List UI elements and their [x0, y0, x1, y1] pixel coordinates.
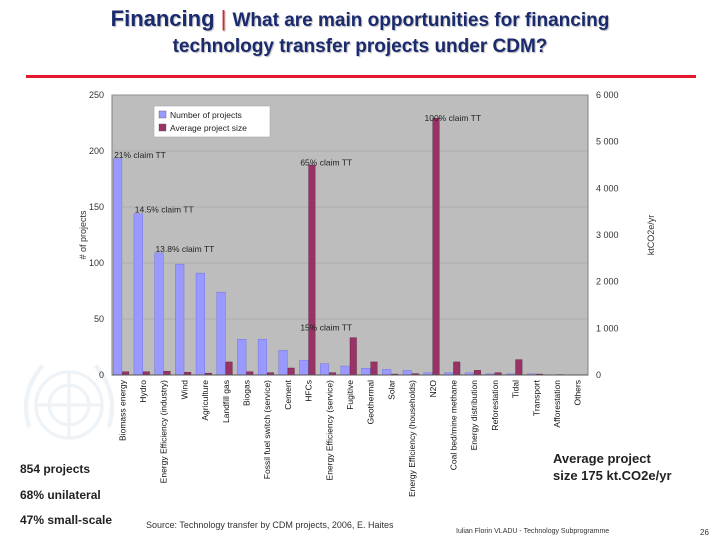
legend-label: Number of projects — [170, 110, 242, 120]
y2-axis-label: ktCO2e/yr — [646, 215, 656, 256]
y-tick-label: 250 — [89, 90, 104, 100]
bar-number-of-projects — [278, 350, 288, 376]
x-tick-label: Cement — [283, 379, 293, 409]
x-tick-label: Energy distribution — [469, 380, 479, 451]
title-separator: | — [220, 6, 227, 31]
y-tick-label: 50 — [94, 314, 104, 324]
annotation-label: 13.8% claim TT — [155, 244, 214, 254]
y-tick-label: 150 — [89, 202, 104, 212]
average-project-size: Average project size 175 kt.CO2e/yr — [553, 450, 672, 484]
x-tick-label: Others — [573, 380, 583, 406]
x-tick-label: Tidal — [511, 380, 521, 398]
bar-number-of-projects — [133, 213, 143, 376]
title-rule — [26, 75, 696, 78]
x-tick-label: Agriculture — [200, 380, 210, 421]
stat-small-scale: 47% small-scale — [20, 513, 113, 527]
bar-number-of-projects — [175, 263, 185, 376]
bar-number-of-projects — [340, 365, 350, 376]
un-emblem-watermark — [23, 363, 115, 440]
annotation-label: 21% claim TT — [114, 150, 166, 160]
x-tick-label: Afforestation — [552, 380, 562, 428]
source-note: Source: Technology transfer by CDM proje… — [146, 520, 394, 530]
x-tick-label: Wind — [179, 380, 189, 400]
bar-number-of-projects — [299, 360, 309, 376]
bar-average-project-size — [432, 118, 440, 376]
bar-number-of-projects — [154, 252, 164, 376]
x-tick-label: Fugitive — [345, 380, 355, 410]
bar-number-of-projects — [113, 158, 123, 376]
x-tick-label: Geothermal — [366, 380, 376, 425]
title-rest: What are main opportunities for financin… — [232, 10, 610, 31]
page-number: 26 — [700, 528, 709, 537]
bar-number-of-projects — [257, 338, 268, 376]
stat-projects: 854 projects — [20, 462, 91, 476]
title-block: Financing | What are main opportunities … — [0, 6, 720, 60]
legend-swatch — [158, 110, 167, 119]
bar-average-project-size — [370, 361, 378, 376]
annotation-label: 15% claim TT — [300, 322, 352, 332]
x-tick-label: N2O — [428, 380, 438, 398]
x-tick-label: Coal bed/mine methane — [448, 380, 458, 471]
y2-tick-label: 3 000 — [596, 230, 619, 240]
x-tick-label: Energy Efficiency (industry) — [159, 380, 169, 483]
x-tick-label: Hydro — [138, 380, 148, 403]
x-tick-label: Reforestation — [490, 380, 500, 431]
y2-tick-label: 1 000 — [596, 323, 619, 333]
annotation-label: 100% claim TT — [425, 113, 482, 123]
stat-unilateral: 68% unilateral — [20, 488, 101, 502]
bar-average-project-size — [225, 361, 233, 376]
x-tick-label: Energy Efficiency (service) — [324, 380, 334, 481]
y-tick-label: 200 — [89, 146, 104, 156]
x-tick-label: Solar — [386, 380, 396, 400]
plot-area — [111, 94, 589, 376]
y-tick-label: 100 — [89, 258, 104, 268]
average-line-1: Average project — [553, 451, 651, 466]
x-tick-label: Biomass energy — [117, 379, 127, 441]
bar-average-project-size — [163, 371, 171, 376]
legend-box — [153, 105, 271, 138]
y-axis-label: # of projects — [78, 210, 88, 260]
legend-swatch — [158, 123, 167, 132]
footer-author: Iulian Florin VLADU - Technology Subprog… — [456, 528, 610, 535]
bar-average-project-size — [453, 361, 461, 376]
y2-tick-label: 5 000 — [596, 137, 619, 147]
y2-tick-label: 4 000 — [596, 183, 619, 193]
bar-number-of-projects — [361, 368, 371, 376]
x-tick-label: HFCs — [304, 380, 314, 402]
title-main: Financing — [110, 6, 215, 31]
bar-number-of-projects — [237, 338, 247, 376]
y2-tick-label: 6 000 — [596, 90, 619, 100]
bar-number-of-projects — [402, 370, 412, 376]
y2-tick-label: 2 000 — [596, 277, 619, 287]
legend-label: Average project size — [170, 123, 247, 133]
annotation-label: 65% claim TT — [300, 158, 352, 168]
y2-tick-label: 0 — [596, 370, 601, 380]
bar-chart: 0 50 100 150 200 250 0 1 000 2 000 3 000 4 000 5 00… — [78, 90, 656, 497]
bar-number-of-projects — [216, 291, 226, 376]
bar-average-project-size — [308, 164, 316, 376]
bar-number-of-projects — [195, 272, 205, 376]
bar-average-project-size — [287, 367, 295, 376]
bar-average-project-size — [473, 370, 481, 376]
bar-average-project-size — [515, 359, 523, 376]
annotation-label: 14.5% claim TT — [135, 205, 194, 215]
x-tick-label: Energy Efficiency (households) — [407, 380, 417, 497]
bar-number-of-projects — [319, 363, 330, 376]
x-tick-label: Fossil fuel switch (service) — [262, 380, 272, 479]
page-title: Financing | What are main opportunities … — [0, 6, 720, 34]
x-tick-label: Landfill gas — [221, 380, 231, 423]
x-tick-label: Transport — [531, 379, 541, 416]
bar-number-of-projects — [382, 369, 392, 376]
y-tick-label: 0 — [99, 370, 104, 380]
page-subtitle: technology transfer projects under CDM? — [172, 36, 548, 57]
average-line-2: size 175 kt.CO2e/yr — [553, 468, 672, 483]
x-tick-label: Biogas — [242, 380, 252, 406]
bar-average-project-size — [349, 337, 357, 376]
